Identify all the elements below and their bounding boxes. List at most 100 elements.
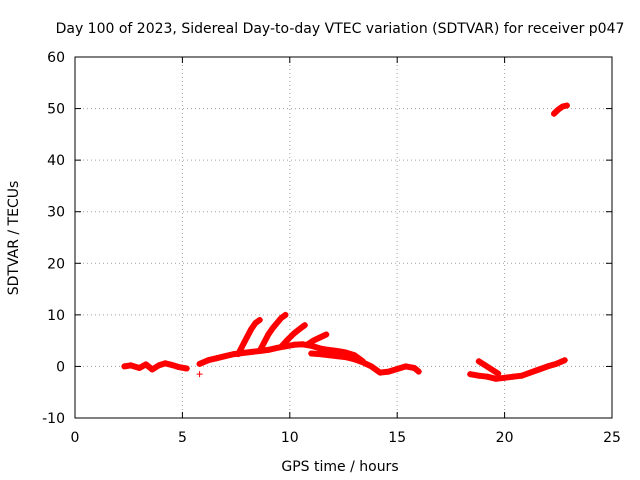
data-point (475, 358, 482, 365)
data-point (205, 357, 212, 364)
data-point (495, 370, 502, 377)
data-point (561, 357, 568, 364)
data-point (535, 366, 542, 373)
data-point (282, 311, 289, 318)
data-point (265, 331, 272, 338)
data-point (303, 341, 310, 348)
data-point (265, 346, 272, 353)
data-point (310, 337, 317, 344)
chart-title: Day 100 of 2023, Sidereal Day-to-day VTE… (56, 21, 625, 37)
x-tick-label: 20 (496, 430, 514, 446)
data-point (284, 336, 291, 343)
y-tick-label: 40 (47, 153, 65, 169)
data-point (563, 102, 570, 109)
outlier-point (196, 371, 203, 378)
data-point (323, 331, 330, 338)
data-point (334, 347, 341, 354)
data-point (269, 325, 276, 332)
data-point (248, 348, 255, 355)
data-point (415, 368, 422, 375)
data-point (196, 360, 203, 367)
data-point (493, 375, 500, 382)
data-point (127, 362, 134, 369)
data-point (239, 342, 246, 349)
data-point (278, 314, 285, 321)
data-point (261, 339, 268, 346)
data-point (155, 362, 162, 369)
axis-ticks: 0 5 10 15 20 25 -10 0 10 20 30 40 50 60 (42, 50, 621, 446)
data-point (467, 371, 474, 378)
data-point (168, 361, 175, 368)
data-point (301, 322, 308, 329)
y-tick-label: 50 (47, 102, 65, 118)
data-point (316, 351, 323, 358)
data-point (559, 103, 566, 110)
y-tick-label: 0 (56, 359, 65, 375)
data-point (475, 372, 482, 379)
data-point (501, 374, 508, 381)
data-point (359, 359, 366, 366)
plot-frame (74, 56, 613, 419)
data-point (527, 369, 534, 376)
data-point (297, 325, 304, 332)
data-point (248, 326, 255, 333)
data-point (555, 106, 562, 113)
y-tick-label: 30 (47, 205, 65, 221)
data-point (121, 363, 128, 370)
data-point (235, 351, 242, 358)
data-point (342, 354, 349, 361)
data-point (149, 366, 156, 373)
data-point (484, 373, 491, 380)
data-series-arc-9 (475, 358, 502, 377)
data-point (510, 373, 517, 380)
data-series-arc-6 (304, 331, 330, 348)
data-point (213, 355, 220, 362)
data-point (518, 372, 525, 379)
data-point (278, 343, 285, 350)
data-points (121, 102, 570, 382)
x-tick-label: 15 (388, 430, 406, 446)
data-point (488, 366, 495, 373)
x-tick-label: 0 (71, 430, 80, 446)
data-point (256, 317, 263, 324)
data-point (273, 320, 280, 327)
x-axis-label: GPS time / hours (281, 459, 398, 475)
y-axis-label: SDTVAR / TECUs (6, 181, 22, 296)
data-point (308, 350, 315, 357)
data-point (252, 320, 259, 327)
y-tick-label: 20 (47, 256, 65, 272)
data-point (394, 366, 401, 373)
grid (75, 57, 612, 418)
data-point (175, 363, 182, 370)
data-point (162, 360, 169, 367)
data-point (402, 363, 409, 370)
data-series-arc-7 (308, 350, 422, 376)
data-point (142, 361, 149, 368)
data-point (316, 334, 323, 341)
data-point (291, 330, 298, 337)
data-point (256, 347, 263, 354)
data-point (136, 364, 143, 371)
data-point (222, 353, 229, 360)
x-tick-label: 25 (603, 430, 621, 446)
data-point (291, 341, 298, 348)
data-point (377, 369, 384, 376)
data-series-arc-1 (121, 360, 190, 373)
y-tick-label: 60 (47, 50, 65, 66)
data-point (482, 362, 489, 369)
data-point (551, 110, 558, 117)
data-point (325, 352, 332, 359)
data-point (325, 346, 332, 353)
y-tick-label: 10 (47, 308, 65, 324)
data-point (553, 360, 560, 367)
data-point (385, 368, 392, 375)
data-point (368, 363, 375, 370)
data-point (411, 364, 418, 371)
y-tick-label: -10 (42, 411, 65, 427)
x-tick-label: 5 (178, 430, 187, 446)
data-point (351, 356, 358, 363)
data-point (183, 365, 190, 372)
data-point (316, 345, 323, 352)
data-point (243, 334, 250, 341)
